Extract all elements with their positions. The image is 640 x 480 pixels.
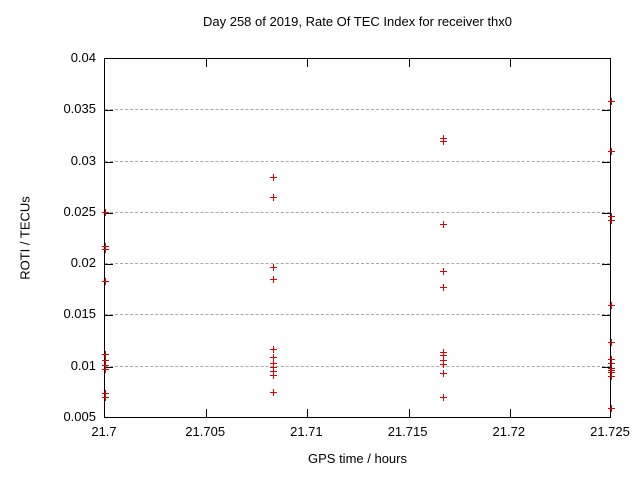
data-point xyxy=(102,390,109,398)
x-tick-top xyxy=(206,59,208,67)
data-point xyxy=(608,339,615,347)
y-tick-left xyxy=(105,212,113,214)
data-point xyxy=(269,354,277,362)
y-tick-label: 0.02 xyxy=(70,255,96,271)
data-point xyxy=(269,173,277,181)
y-tick-right xyxy=(602,110,610,112)
data-point xyxy=(440,221,447,229)
data-point xyxy=(608,212,615,220)
x-tick-label: 21.705 xyxy=(185,424,226,439)
data-point xyxy=(440,360,447,368)
data-point xyxy=(608,359,615,367)
data-point xyxy=(269,371,277,379)
x-tick-bottom xyxy=(509,409,511,417)
y-tick-left xyxy=(105,315,113,317)
x-axis-label: GPS time / hours xyxy=(308,451,407,466)
data-point xyxy=(608,355,615,363)
x-tick-label: 21.71 xyxy=(290,424,323,439)
y-tick-label: 0.035 xyxy=(63,101,96,117)
y-tick-right xyxy=(602,212,610,214)
y-gridline xyxy=(105,365,610,367)
y-tick-label: 0.015 xyxy=(63,306,96,322)
y-gridline xyxy=(105,211,610,213)
x-tick-top xyxy=(408,59,410,67)
data-point xyxy=(269,194,277,202)
data-point xyxy=(440,369,447,377)
data-point xyxy=(269,363,277,371)
y-tick-label: 0.03 xyxy=(70,152,96,168)
data-point xyxy=(440,283,447,291)
y-gridline xyxy=(105,109,610,111)
y-gridline xyxy=(105,160,610,162)
data-point xyxy=(269,264,277,272)
x-tick-label: 21.715 xyxy=(387,424,428,439)
data-point xyxy=(608,302,615,310)
data-point xyxy=(440,138,447,146)
y-tick-left xyxy=(105,366,113,368)
y-tick-right xyxy=(602,366,610,368)
x-tick-label: 21.725 xyxy=(590,424,630,439)
y-tick-right xyxy=(602,315,610,317)
y-tick-left xyxy=(105,110,113,112)
data-point xyxy=(102,361,109,369)
y-tick-label: 0.025 xyxy=(63,203,96,219)
data-point xyxy=(608,372,615,380)
data-point xyxy=(102,277,109,285)
y-tick-label: 0.005 xyxy=(63,409,96,424)
y-gridline xyxy=(105,263,610,265)
data-point xyxy=(440,352,447,360)
data-point xyxy=(608,368,615,376)
x-tick-bottom xyxy=(206,409,208,417)
data-point xyxy=(608,148,615,156)
data-point xyxy=(269,346,277,354)
data-point xyxy=(608,98,615,106)
data-point xyxy=(269,275,277,283)
data-point xyxy=(102,356,109,364)
x-tick-top xyxy=(509,59,511,67)
data-point xyxy=(102,208,109,216)
plot-area xyxy=(102,58,615,418)
data-point xyxy=(608,217,615,225)
data-point xyxy=(269,389,277,397)
y-tick-right xyxy=(602,161,610,163)
y-tick-left xyxy=(105,161,113,163)
x-tick-label: 21.72 xyxy=(492,424,526,439)
data-point xyxy=(269,359,277,367)
x-tick-bottom xyxy=(408,409,410,417)
y-tick-label: 0.04 xyxy=(70,50,96,65)
data-point xyxy=(440,394,447,402)
chart-title: Day 258 of 2019, Rate Of TEC Index for r… xyxy=(202,14,513,29)
x-tick-top xyxy=(307,59,309,67)
data-point xyxy=(440,268,447,276)
data-point xyxy=(102,365,109,373)
data-point xyxy=(102,245,109,253)
data-point xyxy=(608,404,615,412)
y-tick-label: 0.01 xyxy=(70,357,96,373)
x-tick-label: 21.7 xyxy=(91,424,117,439)
data-point xyxy=(102,394,109,402)
y-tick-left xyxy=(105,264,113,266)
data-point xyxy=(269,367,277,375)
data-point xyxy=(102,351,109,359)
y-tick-right xyxy=(602,264,610,266)
data-point xyxy=(440,356,447,364)
y-gridline xyxy=(105,314,610,316)
x-tick-bottom xyxy=(307,409,309,417)
